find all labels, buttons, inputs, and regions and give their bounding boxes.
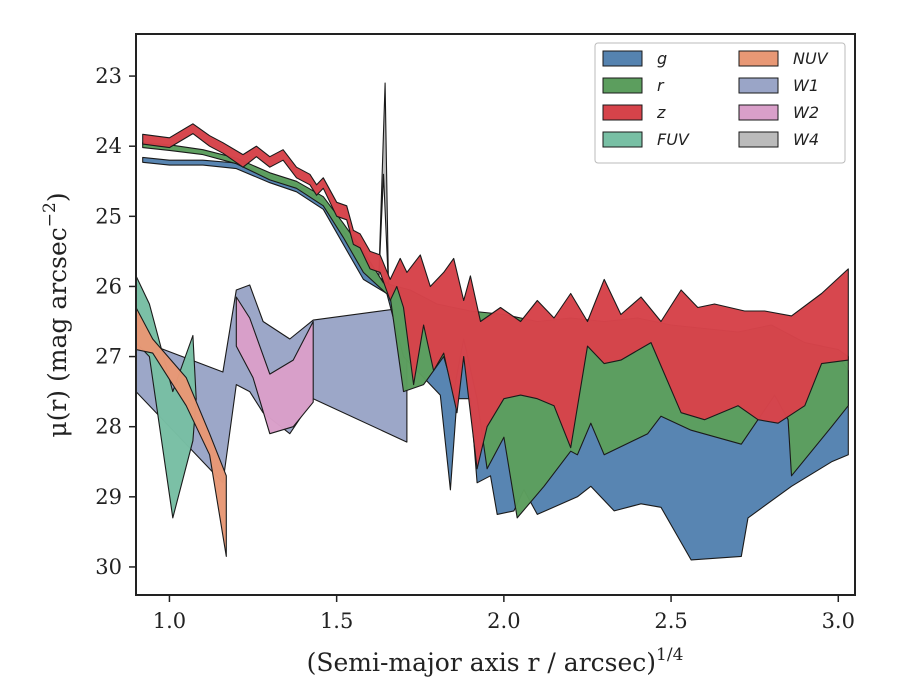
y-axis-title: μ(r) (mag arcsec−2): [40, 192, 72, 437]
x-tick-label: 2.0: [487, 609, 520, 633]
series-band-z: [142, 123, 849, 470]
x-tick-label: 2.5: [654, 609, 687, 633]
x-axis: 1.0 1.5 2.0 2.5 3.0: [153, 595, 855, 633]
x-tick-label: 3.0: [822, 609, 855, 633]
legend-label-nuv: NUV: [793, 49, 829, 68]
y-tick-label: 23: [95, 64, 122, 88]
legend-swatch-fuv: [602, 131, 643, 148]
legend-swatch-w1: [738, 77, 779, 94]
plot-frame: [135, 33, 856, 596]
legend-label-z: z: [656, 103, 666, 122]
y-tick-label: 25: [95, 204, 122, 228]
legend-label-g: g: [657, 49, 667, 68]
x-axis-title-exponent: 1/4: [656, 645, 683, 665]
legend-label-fuv: FUV: [657, 130, 690, 149]
y-tick-label: 24: [95, 134, 122, 158]
series-band-nuv: [136, 306, 227, 557]
legend-swatch-z: [602, 104, 643, 121]
y-axis-title-close: ): [43, 192, 72, 202]
legend-label-w2: W2: [793, 103, 819, 122]
y-axis: 23 24 25 26 27 28 29 30: [95, 64, 136, 579]
y-tick-label: 29: [95, 485, 122, 509]
series-layer: [136, 82, 849, 561]
legend-label-r: r: [657, 76, 665, 95]
legend-swatch-w4: [738, 131, 779, 148]
legend-label-w4: W4: [793, 130, 819, 149]
legend-swatch-r: [602, 77, 643, 94]
y-axis-title-exponent: −2: [40, 202, 60, 227]
legend-swatch-w2: [738, 104, 779, 121]
x-axis-title-text: (Semi-major axis r / arcsec): [307, 648, 656, 677]
x-tick-label: 1.5: [320, 609, 353, 633]
y-tick-label: 27: [95, 345, 122, 369]
legend-label-w1: W1: [793, 76, 819, 95]
legend-swatch-nuv: [738, 50, 779, 67]
y-tick-label: 30: [95, 555, 122, 579]
legend-swatch-g: [602, 50, 643, 67]
y-axis-title-text: μ(r) (mag arcsec: [43, 227, 72, 437]
legend: grz FUV NUV W1 W2 W4: [594, 42, 846, 164]
legend-frame: [594, 42, 846, 164]
x-axis-title: (Semi-major axis r / arcsec)1/4: [307, 645, 684, 677]
y-tick-label: 26: [95, 274, 122, 298]
y-tick-label: 28: [95, 415, 122, 439]
series-band-w2: [235, 296, 314, 435]
x-tick-label: 1.0: [153, 609, 186, 633]
